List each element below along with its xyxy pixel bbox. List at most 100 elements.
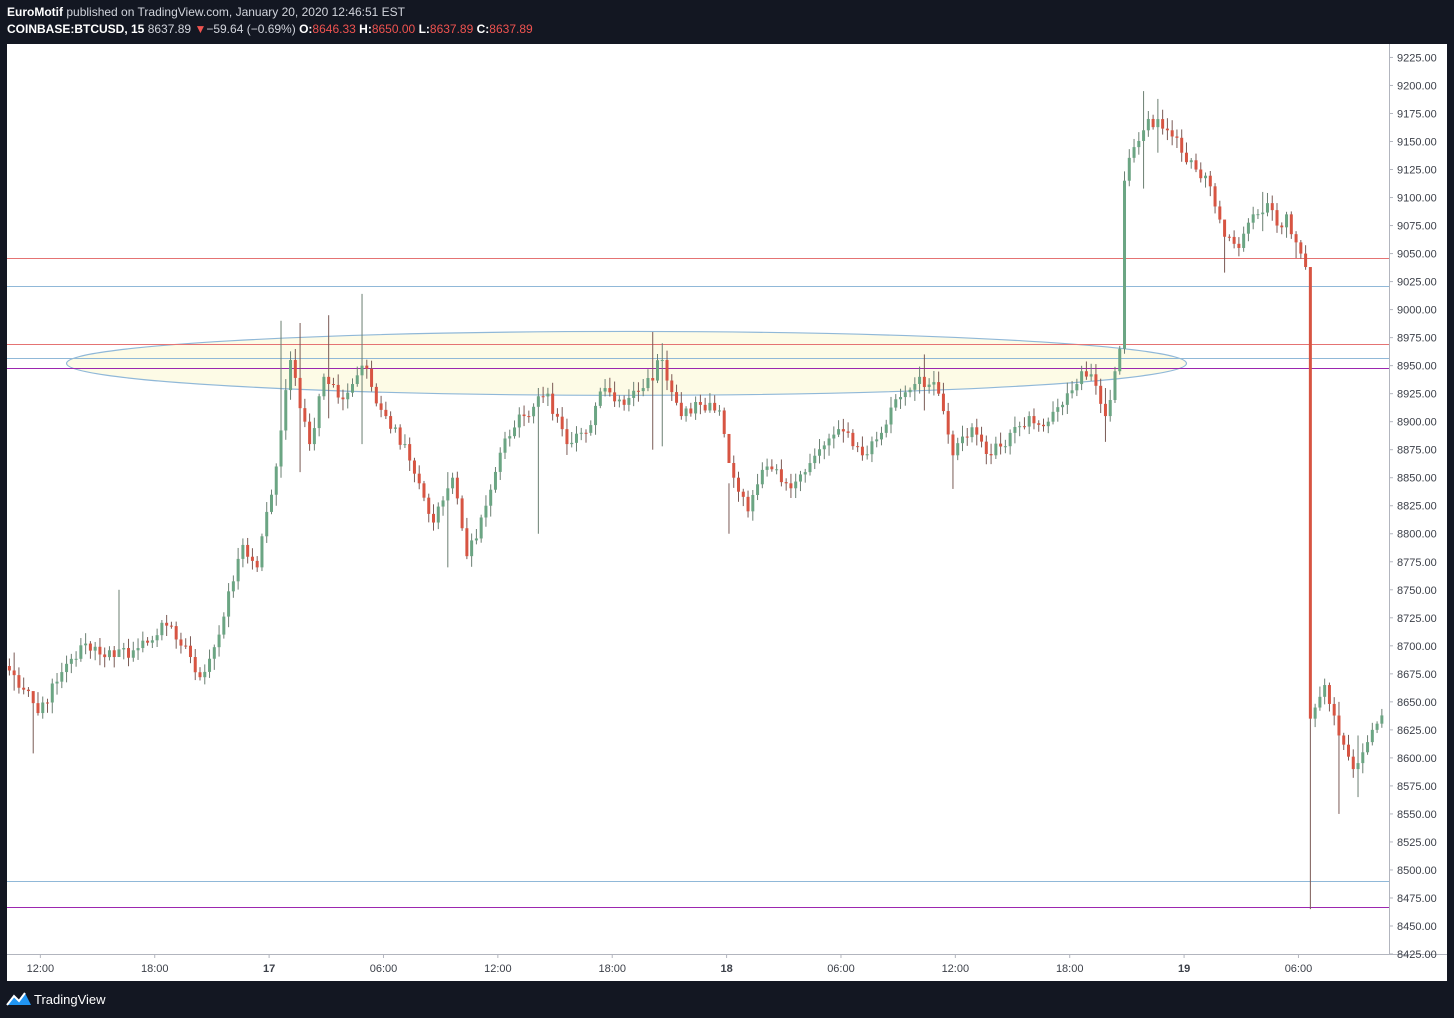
candle <box>7 658 11 676</box>
candle <box>389 411 393 434</box>
candle-body <box>88 643 92 651</box>
candle <box>922 354 926 411</box>
time-tick-label: 18:00 <box>141 963 169 975</box>
candle <box>308 413 312 451</box>
candle <box>794 473 798 499</box>
candle <box>1256 209 1260 220</box>
candle-body <box>803 472 807 475</box>
price-tick-label: 9150.00 <box>1397 137 1437 149</box>
candle <box>1037 420 1041 432</box>
candle <box>1308 267 1312 910</box>
candle <box>1132 138 1136 163</box>
candle-body <box>889 407 893 425</box>
candle <box>193 649 197 681</box>
candle-body <box>598 391 602 406</box>
candle-body <box>1132 147 1136 158</box>
symbol-label[interactable]: COINBASE:BTCUSD, 15 <box>7 22 145 36</box>
published-text: published on TradingView.com, January 20… <box>66 5 406 19</box>
candle <box>112 646 116 668</box>
candle <box>846 422 850 438</box>
candle <box>698 394 702 415</box>
tradingview-brand[interactable]: TradingView <box>34 992 106 1007</box>
chart-area[interactable]: 9225.00 9200.00 9175.00 9150.00 9125.00 9100.… <box>7 44 1447 981</box>
candle-body <box>255 560 259 568</box>
candle <box>408 437 412 471</box>
candle-body <box>60 672 64 682</box>
candle <box>1204 172 1208 188</box>
candle-body <box>1003 446 1007 448</box>
candle-body <box>737 477 741 492</box>
candle <box>1280 222 1284 235</box>
candle-body <box>1256 214 1260 216</box>
low-label: L: <box>418 22 430 36</box>
candle-body <box>1056 407 1060 412</box>
candle <box>956 437 960 461</box>
candle-body <box>1246 222 1250 234</box>
candle <box>1232 230 1236 249</box>
candle <box>1223 219 1227 273</box>
price-tick-label: 8725.00 <box>1397 613 1437 625</box>
candle-body <box>136 648 140 651</box>
candle <box>1299 240 1303 259</box>
candle-body <box>984 441 988 455</box>
tradingview-logo-icon[interactable] <box>6 989 32 1009</box>
candle-body <box>713 402 717 411</box>
candle <box>1027 411 1031 435</box>
candle <box>746 490 750 518</box>
candle-body <box>65 663 69 673</box>
candle <box>1123 171 1127 354</box>
candle <box>627 389 631 412</box>
candle <box>88 641 92 659</box>
candle <box>131 641 135 662</box>
candle <box>312 417 316 451</box>
candle-body <box>751 495 755 512</box>
time-tick-label: 18:00 <box>1056 963 1084 975</box>
candle-body <box>150 640 154 643</box>
candle-body <box>818 449 822 456</box>
candle-body <box>913 383 917 390</box>
author-name[interactable]: EuroMotif <box>7 5 63 19</box>
candle <box>1075 378 1079 397</box>
candle-body <box>355 375 359 385</box>
candle-body <box>798 474 802 482</box>
candle-body <box>1265 203 1269 213</box>
time-tick-label: 12:00 <box>484 963 512 975</box>
ellipse-drawing[interactable] <box>65 330 1188 396</box>
price-change: −59.64 (−0.69%) <box>206 22 296 36</box>
candle <box>222 612 226 639</box>
candle <box>598 387 602 409</box>
candle-body <box>956 443 960 456</box>
candle <box>60 662 64 689</box>
candle-body <box>107 650 111 658</box>
candle <box>727 433 731 534</box>
candle-body <box>756 484 760 496</box>
candle <box>351 378 354 397</box>
price-tick-label: 8550.00 <box>1397 809 1437 821</box>
candle <box>269 489 273 515</box>
price-tick-label: 9100.00 <box>1397 193 1437 205</box>
candle <box>370 360 374 392</box>
candle <box>717 405 721 416</box>
candle-body <box>560 416 564 430</box>
candle-body <box>1232 236 1236 244</box>
candle-body <box>775 469 779 471</box>
candle-body <box>879 432 883 440</box>
candle-body <box>918 376 922 384</box>
candle <box>560 407 564 437</box>
candle <box>336 374 340 404</box>
candle-body <box>694 402 698 414</box>
candle <box>1270 195 1274 221</box>
candle <box>384 401 388 420</box>
candle-body <box>1013 426 1017 433</box>
candle-body <box>141 640 145 649</box>
candlestick-chart[interactable]: 9225.00 9200.00 9175.00 9150.00 9125.00 9100.… <box>7 44 1447 981</box>
candle <box>293 348 297 386</box>
candle <box>432 504 436 531</box>
price-tick-label: 8975.00 <box>1397 333 1437 345</box>
candle <box>703 397 707 413</box>
candle-body <box>31 691 35 704</box>
candle <box>565 418 569 455</box>
candle-body <box>1237 243 1241 248</box>
candle-body <box>432 513 436 523</box>
candle-body <box>665 360 669 381</box>
